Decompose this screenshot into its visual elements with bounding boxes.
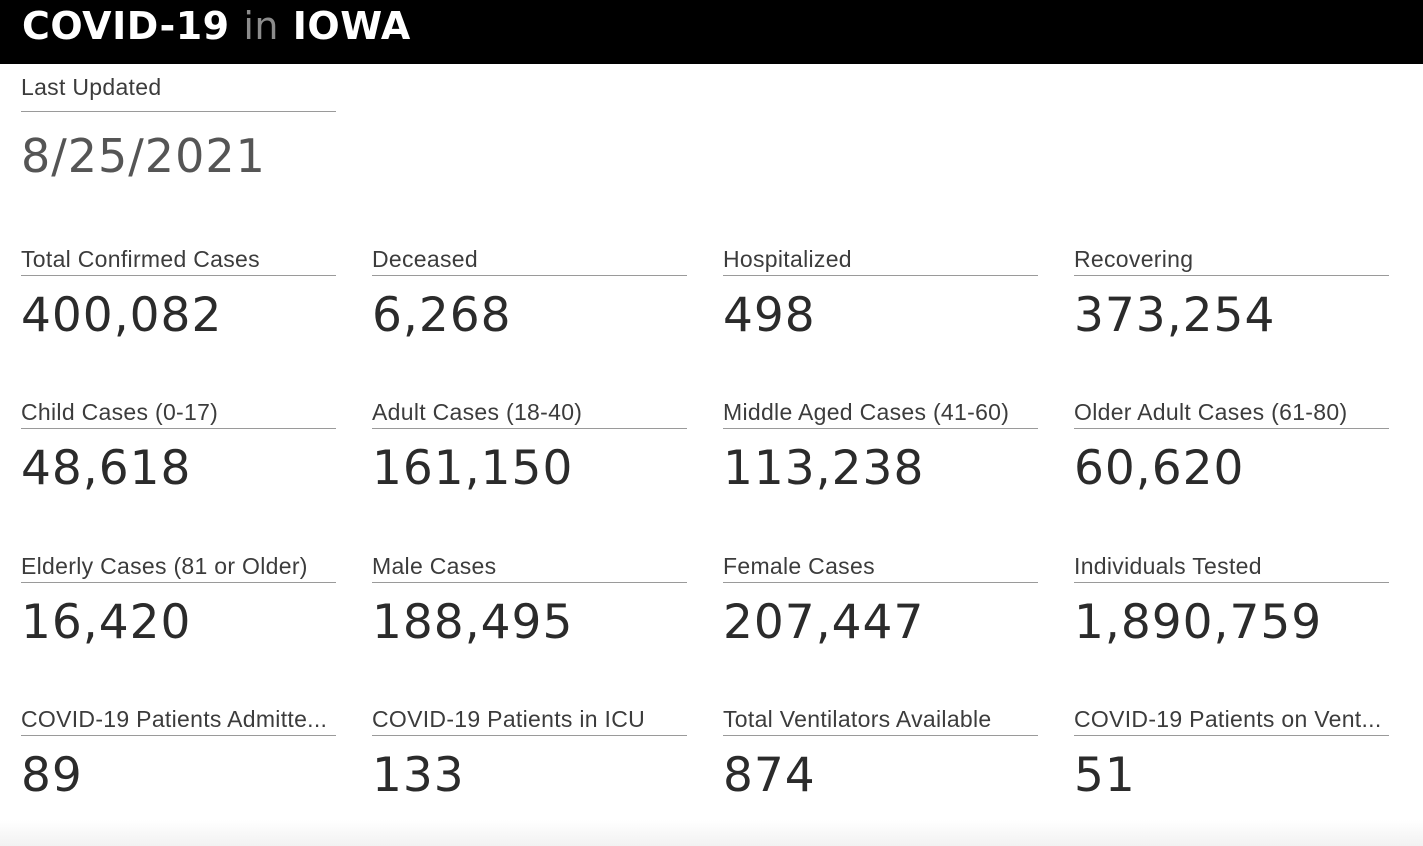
title-in: in	[243, 4, 280, 48]
stat-value: 6,268	[372, 288, 512, 343]
stat-tile-middle-aged-cases: Middle Aged Cases (41-60) 113,238	[723, 397, 1038, 497]
stat-value: 60,620	[1074, 441, 1245, 496]
stat-label: Older Adult Cases (61-80)	[1074, 397, 1389, 429]
last-updated-value: 8/25/2021	[21, 129, 266, 183]
stat-label: Hospitalized	[723, 244, 1038, 276]
stat-tile-adult-cases: Adult Cases (18-40) 161,150	[372, 397, 687, 497]
app-title: COVID-19 in IOWA	[22, 4, 411, 48]
stat-value: 207,447	[723, 595, 925, 650]
bottom-fade	[0, 820, 1423, 846]
stat-value: 161,150	[372, 441, 574, 496]
stat-value: 874	[723, 748, 816, 803]
title-iowa: IOWA	[292, 4, 411, 48]
stat-value: 89	[21, 748, 83, 803]
stat-value: 51	[1074, 748, 1136, 803]
stat-label: Total Ventilators Available	[723, 704, 1038, 736]
stat-tile-female-cases: Female Cases 207,447	[723, 551, 1038, 651]
stat-value: 1,890,759	[1074, 595, 1323, 650]
stat-tile-recovering: Recovering 373,254	[1074, 244, 1389, 344]
stat-label: Child Cases (0-17)	[21, 397, 336, 429]
stat-label: COVID-19 Patients in ICU	[372, 704, 687, 736]
stat-tile-older-adult-cases: Older Adult Cases (61-80) 60,620	[1074, 397, 1389, 497]
stat-value: 498	[723, 288, 816, 343]
stat-value: 48,618	[21, 441, 192, 496]
stat-tile-deceased: Deceased 6,268	[372, 244, 687, 344]
stat-tile-elderly-cases: Elderly Cases (81 or Older) 16,420	[21, 551, 336, 651]
stat-label: Deceased	[372, 244, 687, 276]
title-covid: COVID-19	[22, 4, 230, 48]
stat-label: Total Confirmed Cases	[21, 244, 336, 276]
stat-label: Individuals Tested	[1074, 551, 1389, 583]
stat-label: Female Cases	[723, 551, 1038, 583]
stat-label: COVID-19 Patients Admitte...	[21, 704, 336, 736]
stat-value: 16,420	[21, 595, 192, 650]
stat-tile-total-confirmed: Total Confirmed Cases 400,082	[21, 244, 336, 344]
stat-label: Recovering	[1074, 244, 1389, 276]
last-updated-label: Last Updated	[21, 72, 336, 112]
stat-value: 400,082	[21, 288, 223, 343]
stat-label: Adult Cases (18-40)	[372, 397, 687, 429]
stat-value: 373,254	[1074, 288, 1276, 343]
stat-tile-ventilators-available: Total Ventilators Available 874	[723, 704, 1038, 804]
last-updated-tile: Last Updated 8/25/2021	[21, 72, 336, 184]
stat-tile-hospitalized: Hospitalized 498	[723, 244, 1038, 344]
stat-value: 113,238	[723, 441, 925, 496]
stat-tile-patients-icu: COVID-19 Patients in ICU 133	[372, 704, 687, 804]
stat-label: COVID-19 Patients on Vent...	[1074, 704, 1389, 736]
stat-label: Middle Aged Cases (41-60)	[723, 397, 1038, 429]
stat-value: 188,495	[372, 595, 574, 650]
stat-tile-individuals-tested: Individuals Tested 1,890,759	[1074, 551, 1389, 651]
stat-value: 133	[372, 748, 465, 803]
stat-tile-patients-on-ventilators: COVID-19 Patients on Vent... 51	[1074, 704, 1389, 804]
stat-tile-patients-admitted: COVID-19 Patients Admitte... 89	[21, 704, 336, 804]
stat-tile-child-cases: Child Cases (0-17) 48,618	[21, 397, 336, 497]
stat-label: Elderly Cases (81 or Older)	[21, 551, 336, 583]
stat-label: Male Cases	[372, 551, 687, 583]
stat-tile-male-cases: Male Cases 188,495	[372, 551, 687, 651]
app-header: COVID-19 in IOWA	[0, 0, 1423, 64]
